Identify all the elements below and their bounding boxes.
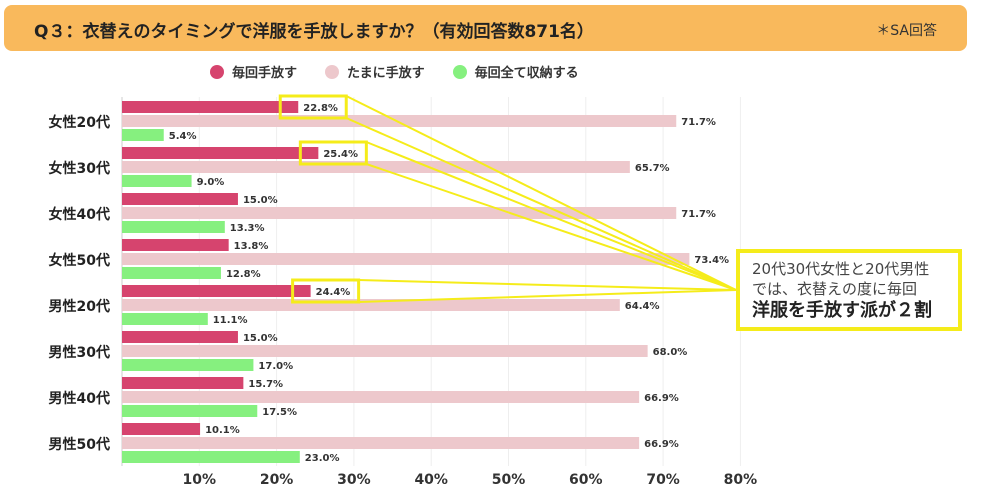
data-label: 22.8% <box>303 103 338 114</box>
answer-type-note: ＊SA回答 <box>876 23 937 39</box>
callout-connector <box>358 279 737 291</box>
data-label: 12.8% <box>226 269 261 280</box>
category-label: 男性40代 <box>49 390 110 407</box>
callout-line: 20代30代女性と20代男性 <box>752 260 930 278</box>
category-label: 男性20代 <box>49 298 110 315</box>
callout-box: 20代30代女性と20代男性 では、衣替えの度に毎回 洋服を手放す派が２割 <box>736 249 962 331</box>
data-label: 71.7% <box>681 209 716 220</box>
bar <box>122 115 677 127</box>
data-label: 73.4% <box>694 255 729 266</box>
callout-connector <box>345 117 737 291</box>
bar <box>122 377 244 389</box>
x-tick-label: 10% <box>183 472 217 488</box>
legend-label: 毎回全て収納する <box>474 66 579 81</box>
callout-connector <box>345 95 737 291</box>
callout-connector <box>365 141 737 291</box>
bar <box>122 193 238 205</box>
bar <box>122 451 300 463</box>
bar <box>122 267 221 279</box>
callout-connector <box>366 163 737 291</box>
data-label: 9.0% <box>197 177 225 188</box>
data-label: 17.5% <box>262 407 297 418</box>
legend-item: たまに手放す <box>325 62 425 81</box>
title-banner: Q３：衣替えのタイミングで洋服を手放しますか？（有効回答数871名） ＊SA回答 <box>4 5 967 51</box>
data-label: 23.0% <box>305 453 340 464</box>
data-label: 13.8% <box>234 241 269 252</box>
bar <box>122 331 238 343</box>
category-label: 女性40代 <box>49 206 110 223</box>
data-label: 17.0% <box>258 361 293 372</box>
data-label: 66.9% <box>644 439 679 450</box>
x-tick-label: 70% <box>646 472 680 488</box>
data-label: 64.4% <box>625 301 660 312</box>
x-tick-label: 60% <box>569 472 603 488</box>
bar <box>122 345 648 357</box>
bar <box>122 423 201 435</box>
legend-label: 毎回手放す <box>232 66 298 81</box>
category-label: 女性30代 <box>49 160 110 177</box>
bar <box>122 239 229 251</box>
callout-connector <box>358 289 737 303</box>
legend-item: 毎回全て収納する <box>452 62 579 81</box>
bar <box>122 101 299 113</box>
callout-emphasis: 洋服を手放す派が２割 <box>752 300 932 321</box>
data-label: 15.7% <box>248 379 283 390</box>
data-label: 71.7% <box>681 117 716 128</box>
x-tick-label: 20% <box>260 472 294 488</box>
bar <box>122 147 319 159</box>
legend-swatch <box>210 64 224 79</box>
bar <box>122 221 225 233</box>
data-label: 15.0% <box>243 195 278 206</box>
x-tick-label: 30% <box>337 472 371 488</box>
bar <box>122 207 677 219</box>
category-label: 男性50代 <box>49 436 110 453</box>
legend-swatch <box>452 64 467 79</box>
category-label: 女性20代 <box>49 114 110 131</box>
legend-swatch <box>325 64 340 79</box>
bar <box>122 175 192 187</box>
bar <box>122 285 311 297</box>
data-label: 65.7% <box>635 163 670 174</box>
bar <box>122 129 164 141</box>
legend-label: たまに手放す <box>347 66 425 81</box>
chart-title: Q３：衣替えのタイミングで洋服を手放しますか？（有効回答数871名） <box>34 22 594 42</box>
category-label: 男性30代 <box>49 344 110 361</box>
bar <box>122 313 208 325</box>
bar <box>122 437 640 449</box>
category-label: 女性50代 <box>49 252 110 269</box>
bar <box>122 405 258 417</box>
highlight-box <box>278 94 348 120</box>
bar <box>122 253 690 265</box>
data-label: 5.4% <box>169 131 197 142</box>
data-label: 10.1% <box>205 425 240 436</box>
bar <box>122 391 640 403</box>
highlight-box <box>298 140 368 166</box>
x-tick-label: 50% <box>492 472 526 488</box>
bar <box>122 359 254 371</box>
data-label: 11.1% <box>213 315 248 326</box>
x-tick-label: 40% <box>414 472 448 488</box>
highlight-box <box>291 278 361 304</box>
data-label: 13.3% <box>230 223 265 234</box>
data-label: 15.0% <box>243 333 278 344</box>
legend: 毎回手放す たまに手放す 毎回全て収納する <box>210 62 579 81</box>
x-tick-label: 80% <box>724 472 758 488</box>
data-label: 66.9% <box>644 393 679 404</box>
callout-line: では、衣替えの度に毎回 <box>752 280 918 298</box>
data-label: 68.0% <box>653 347 688 358</box>
legend-item: 毎回手放す <box>210 62 297 81</box>
data-label: 24.4% <box>316 287 351 298</box>
data-label: 25.4% <box>323 149 358 160</box>
bar <box>122 299 620 311</box>
